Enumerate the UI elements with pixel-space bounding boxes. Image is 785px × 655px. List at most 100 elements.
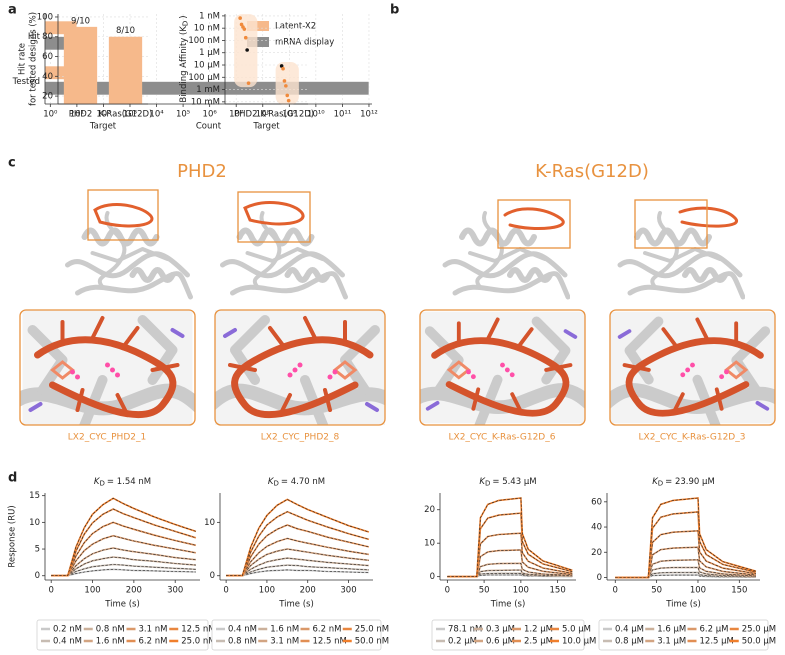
y-tick-label: 0 <box>35 571 40 581</box>
fit-line <box>51 547 196 576</box>
legend-label: 12.5 nM <box>181 625 215 635</box>
y-tick-label: 10 mM <box>191 97 220 107</box>
fit-line <box>51 556 196 576</box>
y-tick-label: Hit <box>28 32 41 42</box>
legend-box <box>598 619 769 651</box>
peptide <box>678 206 739 228</box>
legend-label: 0.3 µM <box>486 625 515 635</box>
y-axis-label: for tested designs (%) <box>29 12 39 106</box>
legend-box <box>211 619 382 651</box>
fit-line <box>226 538 369 576</box>
label-part: D <box>182 21 190 26</box>
y-tick-label: 100 µM <box>188 73 220 83</box>
x-tick-label: 150 <box>550 586 566 596</box>
fit-line <box>615 497 756 578</box>
value-label: 9/10 <box>71 16 90 26</box>
legend-label: 1.6 nM <box>270 625 299 635</box>
zoom-view <box>205 310 390 430</box>
sensorgram <box>447 497 573 578</box>
point <box>286 98 291 103</box>
value-label: 8/10 <box>116 26 135 36</box>
structure-header: K-Ras(G12D) <box>535 161 649 182</box>
legend-label: 1.6 nM <box>96 637 125 647</box>
legend-label: 10.0 µM <box>562 637 596 647</box>
x-tick-label: 10¹¹ <box>334 110 352 120</box>
x-tick-label: 10⁴ <box>149 110 164 120</box>
chart-title: KD = 5.43 µM <box>479 477 536 488</box>
y-tick-label: 1 nM <box>199 11 220 21</box>
x-axis-label: Target <box>252 122 280 132</box>
legend-label: 0.6 µM <box>486 637 515 647</box>
x-tick-label: 0 <box>613 586 618 596</box>
legend-label: mRNA display <box>275 38 334 48</box>
x-tick-label: 10¹² <box>360 110 378 120</box>
sensorgram <box>447 512 573 578</box>
fit-line <box>447 573 573 577</box>
legend-label: 50.0 nM <box>355 637 389 647</box>
x-tick-label: 100 <box>84 586 100 596</box>
legend-label: Latent-X2 <box>275 22 316 32</box>
x-tick-label: PHD2 <box>234 110 257 120</box>
y-tick-label: Tested <box>12 77 40 87</box>
distribution <box>275 61 299 105</box>
legend-label: 6.2 µM <box>700 625 729 635</box>
point <box>282 79 287 83</box>
point <box>246 81 251 85</box>
legend-label: 3.1 nM <box>270 637 299 647</box>
legend-label: 25.0 µM <box>742 625 776 635</box>
label-part: D <box>485 480 490 488</box>
structure-caption: LX2_CYC_PHD2_8 <box>261 433 340 443</box>
legend-label: 6.2 nM <box>313 625 342 635</box>
legend-label: 0.8 nM <box>228 637 257 647</box>
label-part: = 4.70 nM <box>281 477 325 487</box>
fit-line <box>51 522 196 576</box>
structure-caption: LX2_CYC_K-Ras-G12D_3 <box>639 433 746 443</box>
legend-swatch <box>247 21 269 31</box>
label-part: K <box>94 477 101 487</box>
legend-label: 0.8 nM <box>96 625 125 635</box>
fit-line <box>51 535 196 576</box>
x-tick-label: 300 <box>340 586 356 596</box>
panel-label: b <box>390 3 399 18</box>
fit-line <box>51 568 196 576</box>
point <box>242 27 247 31</box>
legend-label: 0.8 µM <box>615 637 644 647</box>
bar <box>108 36 143 104</box>
y-tick-label: 80 <box>42 32 53 42</box>
fit-line <box>447 569 573 577</box>
label-part: = 5.43 µM <box>492 477 536 487</box>
fit-line <box>226 557 369 576</box>
legend-label: 1.6 µM <box>657 625 686 635</box>
structure-caption: LX2_CYC_PHD2_1 <box>68 433 146 443</box>
label-part: K <box>479 477 486 487</box>
x-axis-label: Time (s) <box>665 600 701 610</box>
legend-label: 2.5 µM <box>524 637 553 647</box>
y-axis-label: Hit rate <box>18 43 28 75</box>
x-tick-label: 10⁶ <box>203 110 218 120</box>
y-tick-label: 10 µM <box>194 61 220 71</box>
peptide <box>93 203 154 228</box>
highlight-box <box>497 199 571 249</box>
y-axis-label: Response (RU) <box>8 505 18 567</box>
point <box>279 64 284 68</box>
x-axis-label: Count <box>196 122 222 132</box>
x-tick-label: 0 <box>445 586 450 596</box>
y-axis-label: Binding Affinity (KD) <box>179 15 190 102</box>
fit-line <box>51 508 196 576</box>
fit-line <box>226 499 369 576</box>
x-tick-label: 10⁸ <box>256 110 271 120</box>
y-tick-label: 40 <box>591 523 602 533</box>
x-tick-label: K-Ras(G12D) <box>99 110 153 120</box>
legend-label: 0.4 µM <box>615 625 644 635</box>
label-part: K <box>652 477 659 487</box>
zoom-frame <box>609 309 776 426</box>
x-tick-label: 200 <box>126 586 142 596</box>
x-tick-label: 100 <box>259 586 275 596</box>
x-tick-label: 200 <box>300 586 316 596</box>
panel-label: c <box>8 156 16 171</box>
legend-label: 3.1 µM <box>657 637 686 647</box>
label-part: K <box>268 477 275 487</box>
label-part: D <box>274 480 279 488</box>
fit-line <box>226 569 369 576</box>
x-tick-label: 100 <box>513 586 529 596</box>
